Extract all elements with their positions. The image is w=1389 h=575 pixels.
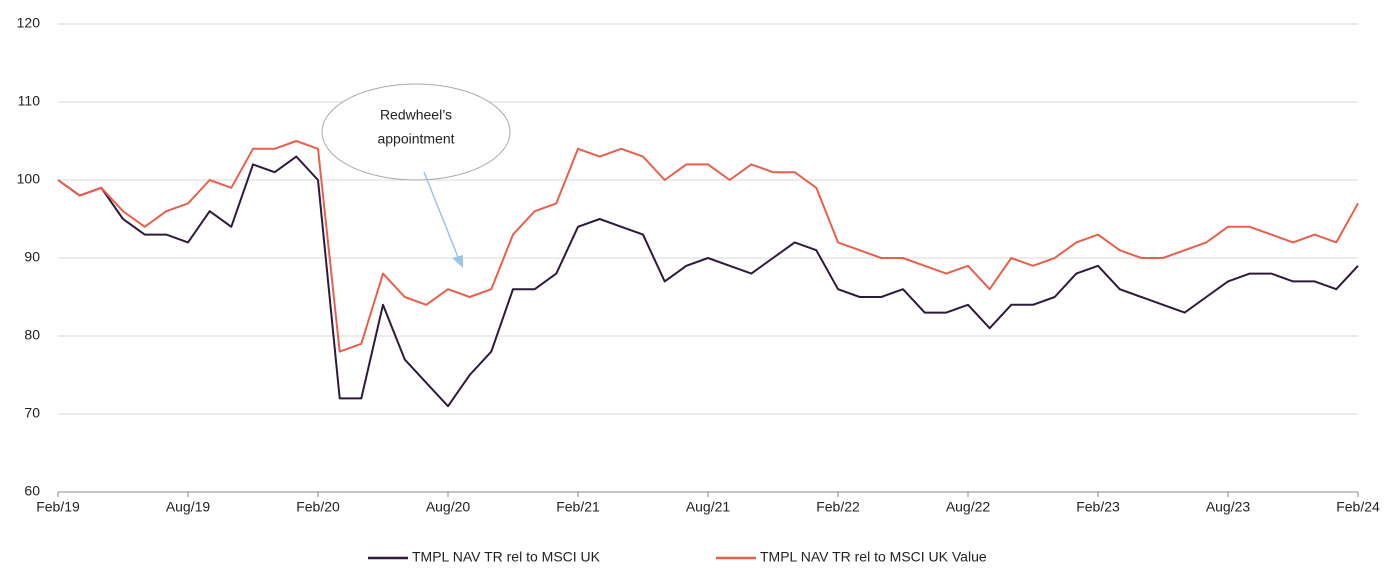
x-tick-label: Feb/23 (1076, 499, 1120, 515)
y-tick-label: 70 (24, 405, 40, 421)
y-tick-label: 100 (17, 171, 41, 187)
annotation-bubble (321, 83, 511, 181)
x-tick-label: Aug/23 (1206, 499, 1251, 515)
y-tick-label: 80 (24, 327, 40, 343)
legend-label: TMPL NAV TR rel to MSCI UK (412, 549, 601, 565)
x-tick-label: Feb/20 (296, 499, 340, 515)
x-tick-label: Aug/22 (946, 499, 991, 515)
series-line (57, 140, 1359, 353)
annotation-arrowhead (452, 255, 463, 268)
x-tick-label: Feb/21 (556, 499, 600, 515)
x-tick-label: Feb/24 (1336, 499, 1380, 515)
x-tick-label: Aug/21 (686, 499, 731, 515)
annotation-text: appointment (377, 131, 454, 147)
y-tick-label: 90 (24, 249, 40, 265)
legend-label: TMPL NAV TR rel to MSCI UK Value (760, 549, 987, 565)
annotation-arrow (423, 171, 461, 263)
y-tick-label: 120 (17, 15, 41, 31)
x-tick-label: Feb/22 (816, 499, 860, 515)
y-tick-label: 60 (24, 483, 40, 499)
y-tick-label: 110 (18, 93, 41, 109)
x-tick-label: Aug/19 (166, 499, 211, 515)
annotation-text: Redwheel’s (380, 107, 452, 123)
x-tick-label: Feb/19 (36, 499, 80, 515)
series-line (57, 155, 1359, 408)
x-tick-label: Aug/20 (426, 499, 471, 515)
